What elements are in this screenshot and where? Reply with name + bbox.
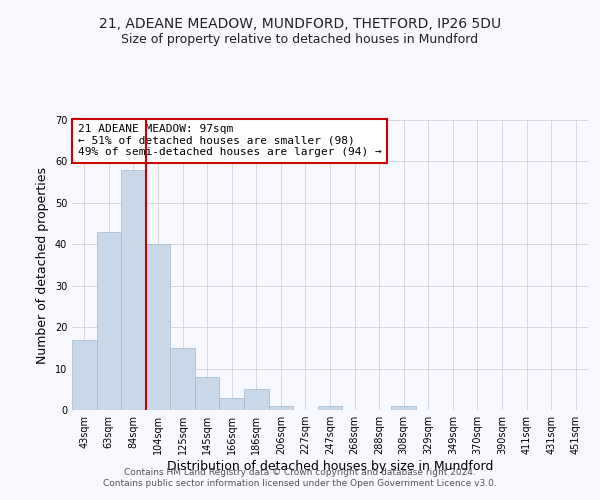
Bar — [220, 398, 244, 410]
Bar — [391, 406, 416, 410]
Text: Size of property relative to detached houses in Mundford: Size of property relative to detached ho… — [121, 32, 479, 46]
Bar — [72, 340, 97, 410]
Bar — [318, 406, 342, 410]
Bar — [170, 348, 195, 410]
Bar — [269, 406, 293, 410]
Text: 21 ADEANE MEADOW: 97sqm
← 51% of detached houses are smaller (98)
49% of semi-de: 21 ADEANE MEADOW: 97sqm ← 51% of detache… — [77, 124, 382, 158]
Text: 21, ADEANE MEADOW, MUNDFORD, THETFORD, IP26 5DU: 21, ADEANE MEADOW, MUNDFORD, THETFORD, I… — [99, 18, 501, 32]
Bar — [146, 244, 170, 410]
Bar — [195, 377, 220, 410]
Bar — [121, 170, 146, 410]
Y-axis label: Number of detached properties: Number of detached properties — [36, 166, 49, 364]
Bar — [244, 390, 269, 410]
Text: Contains HM Land Registry data © Crown copyright and database right 2024.
Contai: Contains HM Land Registry data © Crown c… — [103, 468, 497, 487]
Bar — [97, 232, 121, 410]
X-axis label: Distribution of detached houses by size in Mundford: Distribution of detached houses by size … — [167, 460, 493, 473]
